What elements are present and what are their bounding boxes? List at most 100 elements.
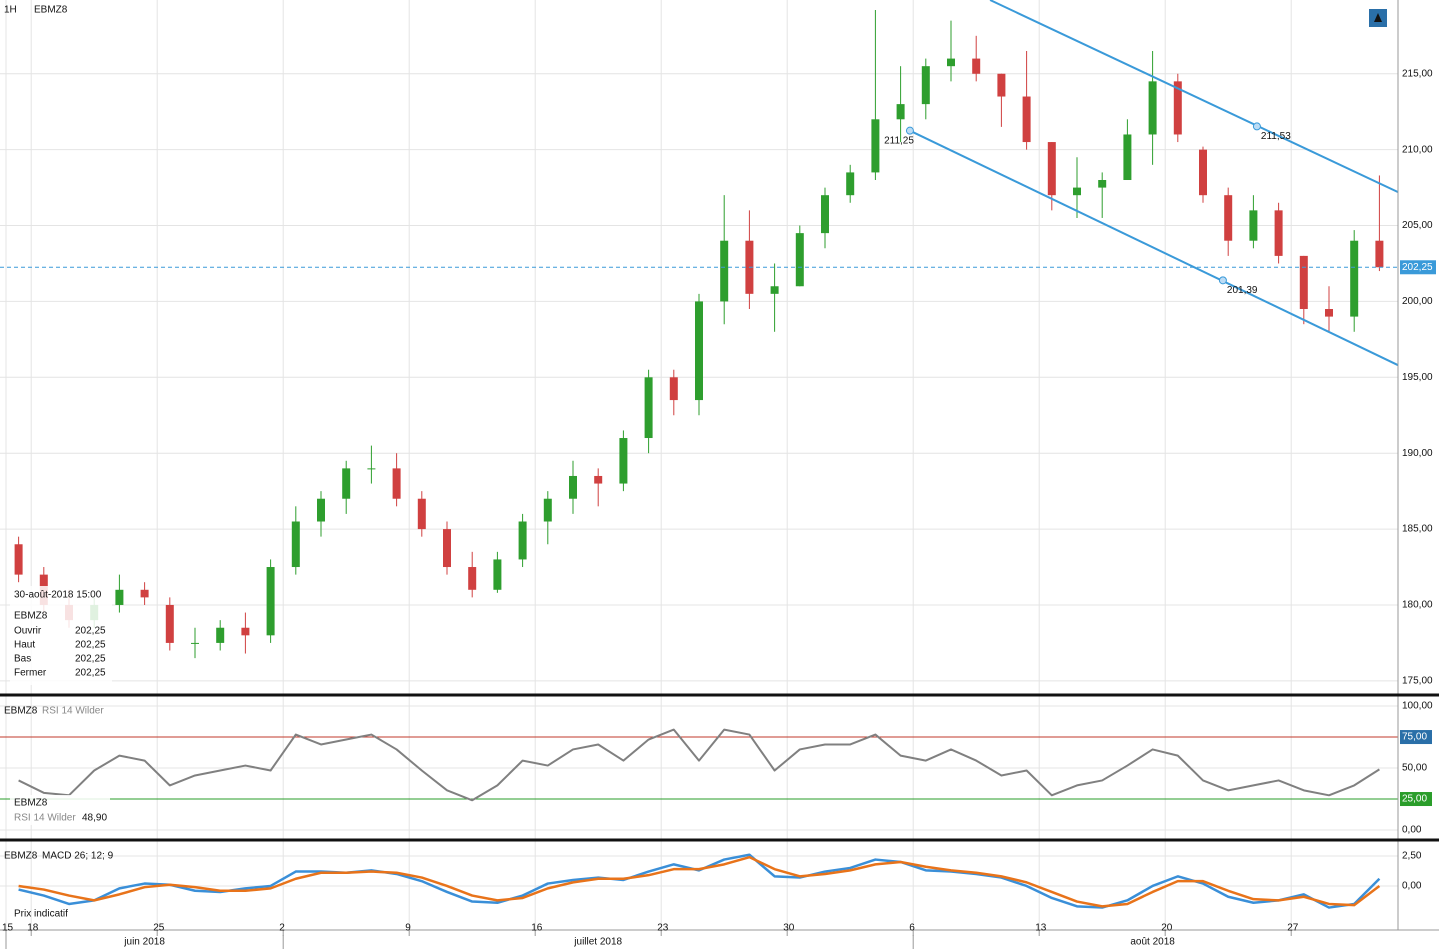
candle-body bbox=[871, 119, 880, 173]
candle-body bbox=[115, 589, 124, 605]
info-value: 202,25 bbox=[75, 626, 106, 637]
candle-body bbox=[1299, 255, 1308, 310]
channel-line bbox=[989, 0, 1399, 194]
candle-body bbox=[1350, 240, 1359, 317]
rsi-symbol: EBMZ8 bbox=[4, 706, 38, 717]
candle-body bbox=[417, 498, 426, 530]
candle-body bbox=[896, 104, 905, 120]
candle-body bbox=[972, 58, 981, 74]
info-symbol: EBMZ8 bbox=[14, 611, 48, 622]
candle-body bbox=[569, 475, 577, 499]
symbol: EBMZ8 bbox=[34, 5, 68, 16]
info-date: 30-août-2018 15:00 bbox=[14, 590, 102, 601]
candle-body bbox=[770, 286, 779, 294]
series-line bbox=[18, 728, 1380, 802]
candle-body bbox=[1047, 142, 1056, 196]
level-label-bg bbox=[1400, 730, 1432, 745]
candle-body bbox=[1022, 96, 1031, 143]
info-label: Ouvrir bbox=[14, 626, 42, 637]
candle-body bbox=[619, 438, 628, 484]
channel-anchor bbox=[1218, 276, 1227, 285]
y-tick-label: 185,00 bbox=[1402, 524, 1433, 535]
rsi-indicator: RSI 14 Wilder bbox=[42, 706, 104, 717]
candle-body bbox=[720, 240, 729, 302]
y-tick-label: 180,00 bbox=[1402, 600, 1433, 611]
channel-line bbox=[909, 129, 1399, 367]
button-icon[interactable] bbox=[1374, 13, 1382, 22]
month-label: août 2018 bbox=[1130, 937, 1175, 948]
candle-body bbox=[140, 589, 149, 598]
annotation-label: 211,25 bbox=[884, 135, 914, 146]
x-tick-label: 23 bbox=[657, 923, 669, 934]
x-tick-label: 13 bbox=[1035, 923, 1047, 934]
level-label-bg bbox=[1400, 792, 1432, 807]
rsi-legend-bg bbox=[10, 795, 110, 825]
annotation-label: 211,53 bbox=[1261, 131, 1291, 142]
candle-body bbox=[14, 544, 23, 575]
y-tick-label: 195,00 bbox=[1402, 372, 1433, 383]
candle-body bbox=[241, 627, 250, 636]
last-price-label: 202,25 bbox=[1402, 262, 1433, 273]
candle-body bbox=[1224, 195, 1233, 241]
collapse-button[interactable] bbox=[1369, 9, 1387, 27]
month-label: juillet 2018 bbox=[573, 937, 622, 948]
candle-body bbox=[468, 567, 477, 590]
macd-symbol: EBMZ8 bbox=[4, 851, 38, 862]
candle-body bbox=[846, 172, 855, 196]
info-label: Bas bbox=[14, 654, 31, 665]
candle-body bbox=[165, 604, 174, 643]
candle-body bbox=[543, 498, 552, 522]
channel-anchor bbox=[1252, 122, 1261, 131]
candle-body bbox=[1325, 309, 1333, 317]
info-value: 202,25 bbox=[75, 654, 106, 665]
candle-body bbox=[367, 468, 376, 470]
candle-body bbox=[1199, 149, 1207, 196]
info-box bbox=[10, 586, 112, 685]
x-tick-label: 20 bbox=[1161, 923, 1173, 934]
y-tick-label: 50,00 bbox=[1402, 763, 1427, 774]
y-tick-label: 200,00 bbox=[1402, 296, 1433, 307]
candle-body bbox=[493, 559, 502, 590]
candle-body bbox=[1123, 134, 1132, 181]
x-tick-label: 2 bbox=[279, 923, 285, 934]
candle-body bbox=[266, 567, 275, 636]
x-tick-label: 18 bbox=[27, 923, 39, 934]
x-tick-label: 6 bbox=[909, 923, 915, 934]
candle-body bbox=[1148, 81, 1157, 135]
candle-body bbox=[518, 521, 527, 560]
candle-body bbox=[695, 301, 703, 401]
y-tick-label: 25,00 bbox=[1402, 794, 1427, 805]
candle-body bbox=[216, 627, 225, 643]
month-label: juin 2018 bbox=[123, 937, 165, 948]
y-tick-label: 75,00 bbox=[1402, 732, 1427, 743]
info-label: Fermer bbox=[14, 668, 47, 679]
y-tick-label: 2,50 bbox=[1402, 851, 1422, 862]
candle-body bbox=[669, 377, 678, 401]
x-tick-label: 9 bbox=[405, 923, 411, 934]
series-line bbox=[18, 855, 1381, 908]
x-tick-label: 25 bbox=[153, 923, 165, 934]
x-tick-label: 30 bbox=[783, 923, 795, 934]
rsi-legend-name: RSI 14 Wilder bbox=[14, 813, 76, 824]
candle-body bbox=[342, 468, 351, 499]
candle-body bbox=[1274, 210, 1283, 256]
candle-body bbox=[921, 66, 930, 105]
y-tick-label: 100,00 bbox=[1402, 701, 1433, 712]
info-value: 202,25 bbox=[75, 668, 106, 679]
info-label: Haut bbox=[14, 640, 35, 651]
annotation-label: 201,39 bbox=[1227, 285, 1258, 296]
y-tick-label: 215,00 bbox=[1402, 68, 1433, 79]
macd-indicator: MACD 26; 12; 9 bbox=[42, 851, 114, 862]
rsi-legend-value: 48,90 bbox=[82, 813, 107, 824]
candle-body bbox=[1375, 240, 1384, 268]
macd-note: Prix indicatif bbox=[14, 909, 68, 920]
candle-body bbox=[594, 475, 603, 484]
candle-body bbox=[1098, 180, 1107, 188]
rsi-legend-symbol: EBMZ8 bbox=[14, 798, 48, 809]
candle-body bbox=[317, 498, 325, 522]
